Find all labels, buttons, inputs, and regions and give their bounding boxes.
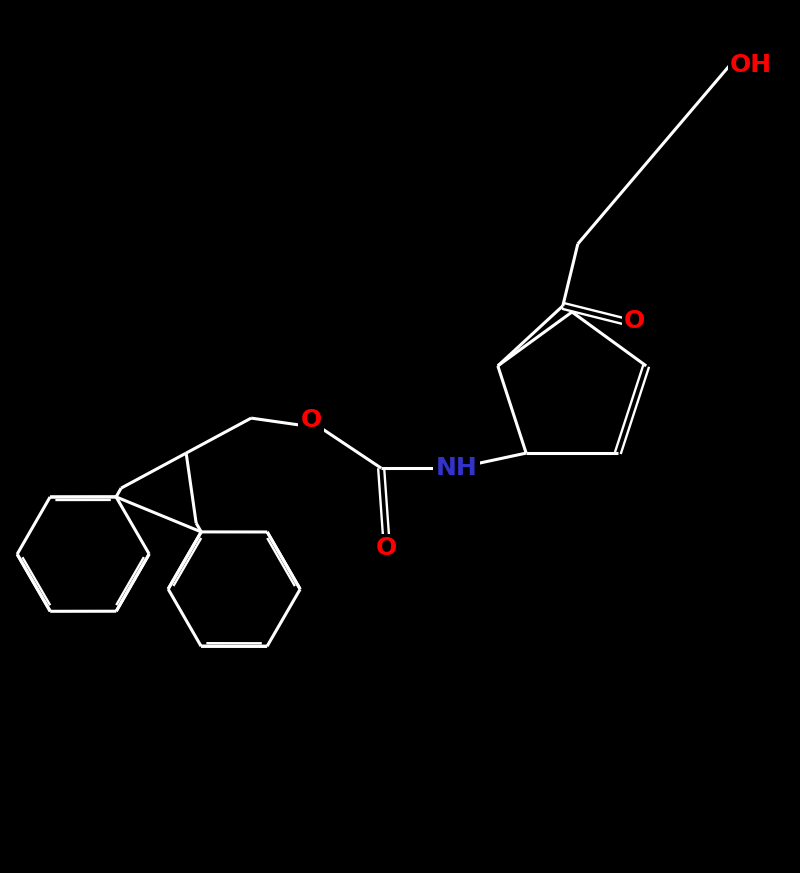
Text: O: O [301,408,322,432]
Text: NH: NH [435,456,477,480]
Text: O: O [375,536,397,560]
Text: O: O [624,309,646,333]
Text: OH: OH [730,53,772,77]
